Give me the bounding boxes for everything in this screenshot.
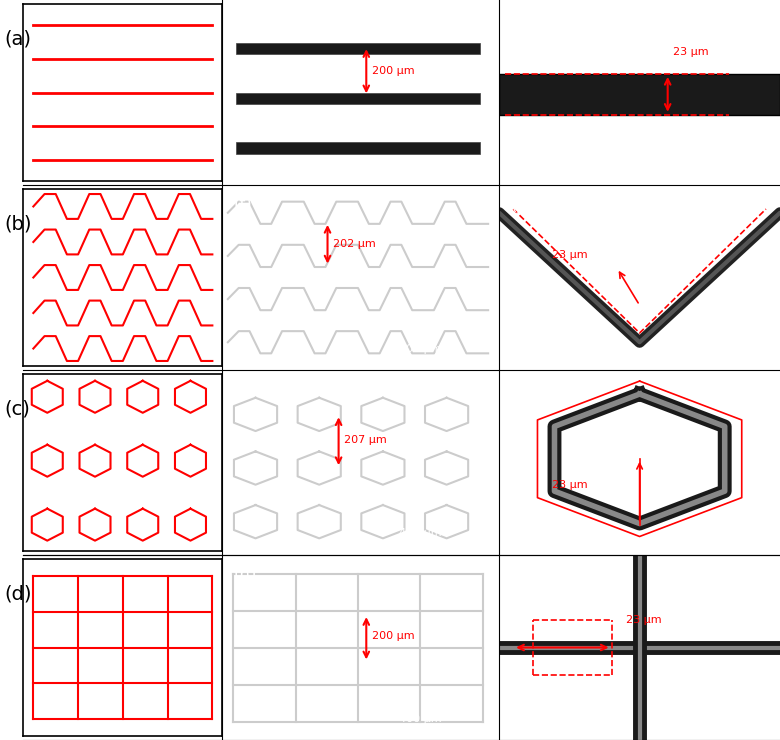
- Text: 207 μm: 207 μm: [344, 435, 387, 445]
- Text: (b): (b): [4, 215, 31, 234]
- Text: 400 μm: 400 μm: [399, 528, 441, 539]
- Text: (g): (g): [233, 381, 257, 399]
- Text: (f): (f): [233, 196, 252, 214]
- Text: (i): (i): [510, 11, 528, 29]
- Text: 200 μm: 200 μm: [372, 66, 414, 76]
- Text: (j): (j): [510, 196, 528, 214]
- Text: 202 μm: 202 μm: [333, 239, 376, 249]
- Text: (l): (l): [510, 566, 528, 584]
- Text: 400 μm: 400 μm: [399, 343, 441, 354]
- Text: (k): (k): [510, 381, 533, 399]
- Text: 23 μm: 23 μm: [626, 615, 661, 625]
- Text: 100 μm: 100 μm: [679, 158, 722, 169]
- Text: (a): (a): [4, 30, 31, 49]
- Text: (e): (e): [233, 11, 257, 29]
- Text: 400 μm: 400 μm: [399, 713, 441, 724]
- Text: (c): (c): [4, 400, 30, 419]
- Text: 100 μm: 100 μm: [679, 528, 722, 539]
- FancyBboxPatch shape: [236, 92, 480, 104]
- FancyBboxPatch shape: [499, 74, 780, 115]
- Text: (d): (d): [4, 585, 31, 604]
- Text: 100 μm: 100 μm: [679, 713, 722, 724]
- Text: 400 μm: 400 μm: [399, 158, 441, 169]
- Text: 23 μm: 23 μm: [551, 480, 587, 490]
- FancyBboxPatch shape: [236, 142, 480, 153]
- Text: 200 μm: 200 μm: [372, 631, 414, 642]
- Text: 23 μm: 23 μm: [551, 250, 587, 260]
- Text: (h): (h): [233, 566, 257, 584]
- Text: 100 μm: 100 μm: [679, 343, 722, 354]
- FancyBboxPatch shape: [236, 42, 480, 53]
- Text: 23 μm: 23 μm: [673, 47, 709, 57]
